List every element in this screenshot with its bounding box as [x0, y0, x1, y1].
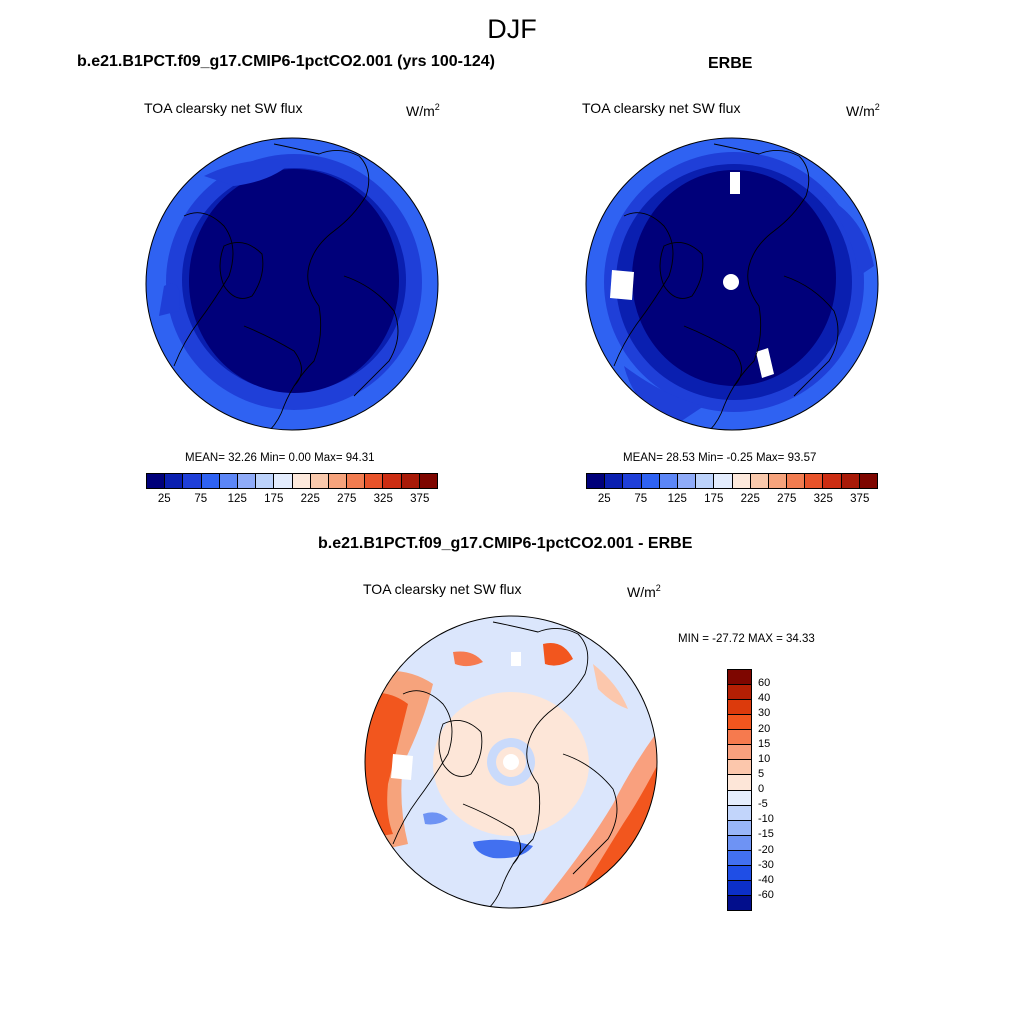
colorbar-swatch [419, 474, 437, 488]
colorbar-swatch [383, 474, 402, 488]
colorbar-tick-label: 275 [777, 493, 797, 505]
colorbar-swatch [859, 474, 877, 488]
panel-3-colorbar [727, 669, 752, 911]
colorbar-tick-label: -60 [758, 888, 774, 901]
colorbar-tick-label: 375 [850, 493, 870, 505]
colorbar-swatch [641, 474, 660, 488]
colorbar-swatch [274, 474, 293, 488]
colorbar-swatch [183, 474, 202, 488]
colorbar-swatch [728, 760, 751, 776]
colorbar-swatch [237, 474, 257, 488]
panel-3-title: b.e21.B1PCT.f09_g17.CMIP6-1pctCO2.001 - … [318, 535, 693, 552]
colorbar-swatch [728, 805, 751, 821]
panel-1-units: W/m2 [406, 102, 440, 119]
panel-1-variable: TOA clearsky net SW flux [144, 100, 303, 116]
colorbar-swatch [696, 474, 715, 488]
colorbar-swatch [823, 474, 842, 488]
colorbar-swatch [728, 775, 751, 791]
panel-2-polar-map [585, 137, 879, 431]
colorbar-swatch [728, 790, 751, 806]
colorbar-tick-label: 0 [758, 783, 765, 795]
colorbar-tick-label: 30 [758, 707, 771, 720]
colorbar-swatch [728, 670, 751, 686]
colorbar-swatch [728, 700, 751, 716]
colorbar-tick-label: 375 [410, 493, 430, 505]
colorbar-swatch [768, 474, 788, 488]
colorbar-swatch [347, 474, 366, 488]
panel-3-units: W/m2 [627, 583, 661, 600]
colorbar-swatch [219, 474, 238, 488]
colorbar-tick-label: 175 [264, 493, 284, 505]
colorbar-tick-label: 40 [758, 692, 771, 705]
colorbar-tick-label: 75 [194, 493, 208, 505]
colorbar-swatch [677, 474, 697, 488]
colorbar-swatch [714, 474, 733, 488]
colorbar-swatch [728, 895, 751, 910]
colorbar-swatch [728, 850, 751, 866]
colorbar-swatch [310, 474, 329, 488]
panel-2-title: ERBE [708, 55, 753, 72]
colorbar-tick-label: 125 [227, 493, 247, 505]
colorbar-tick-label: 75 [634, 493, 648, 505]
colorbar-swatch [256, 474, 275, 488]
colorbar-swatch [328, 474, 348, 488]
colorbar-tick-label: 25 [157, 493, 171, 505]
colorbar-swatch [147, 474, 166, 488]
colorbar-swatch [787, 474, 806, 488]
colorbar-swatch [728, 880, 751, 896]
panel-2-colorbar [586, 473, 878, 489]
panel-3-stats: MIN = -27.72 MAX = 34.33 [678, 633, 815, 645]
panel-1-polar-map [145, 137, 439, 431]
panel-2-variable: TOA clearsky net SW flux [582, 100, 741, 116]
colorbar-swatch [365, 474, 384, 488]
colorbar-tick-label: 25 [597, 493, 611, 505]
colorbar-tick-label: -10 [758, 813, 774, 826]
colorbar-tick-label: 10 [758, 752, 771, 765]
colorbar-swatch [728, 820, 751, 836]
colorbar-tick-label: 225 [740, 493, 760, 505]
panel-1-colorbar [146, 473, 438, 489]
colorbar-swatch [728, 685, 751, 701]
colorbar-swatch [805, 474, 824, 488]
colorbar-swatch [201, 474, 220, 488]
colorbar-swatch [587, 474, 606, 488]
panel-3-variable: TOA clearsky net SW flux [363, 581, 522, 597]
colorbar-tick-label: 325 [373, 493, 393, 505]
colorbar-tick-label: 15 [758, 737, 771, 750]
colorbar-swatch [623, 474, 642, 488]
colorbar-tick-label: 225 [300, 493, 320, 505]
panel-2-units: W/m2 [846, 102, 880, 119]
colorbar-tick-label: 275 [337, 493, 357, 505]
colorbar-tick-label: 20 [758, 722, 771, 735]
colorbar-tick-label: -30 [758, 858, 774, 871]
colorbar-tick-label: -5 [758, 798, 768, 811]
colorbar-tick-label: -20 [758, 843, 774, 856]
panel-2-stats: MEAN= 28.53 Min= -0.25 Max= 93.57 [623, 452, 817, 464]
colorbar-swatch [728, 865, 751, 881]
colorbar-swatch [292, 474, 311, 488]
colorbar-tick-label: 325 [813, 493, 833, 505]
colorbar-tick-label: 125 [667, 493, 687, 505]
colorbar-swatch [728, 745, 751, 761]
colorbar-swatch [728, 835, 751, 851]
colorbar-swatch [728, 730, 751, 746]
colorbar-tick-label: 5 [758, 767, 765, 780]
panel-1-stats: MEAN= 32.26 Min= 0.00 Max= 94.31 [185, 452, 375, 464]
colorbar-swatch [605, 474, 624, 488]
colorbar-tick-label: -15 [758, 828, 774, 841]
colorbar-tick-label: 60 [758, 677, 771, 690]
panel-3-polar-map [364, 615, 658, 909]
colorbar-swatch [165, 474, 184, 488]
colorbar-swatch [732, 474, 751, 488]
colorbar-swatch [750, 474, 769, 488]
colorbar-swatch [401, 474, 420, 488]
colorbar-swatch [659, 474, 678, 488]
panel-1-title: b.e21.B1PCT.f09_g17.CMIP6-1pctCO2.001 (y… [77, 53, 495, 70]
colorbar-tick-label: 175 [704, 493, 724, 505]
colorbar-tick-label: -40 [758, 873, 774, 886]
colorbar-swatch [728, 715, 751, 731]
figure-title: DJF [487, 14, 537, 44]
colorbar-swatch [841, 474, 860, 488]
